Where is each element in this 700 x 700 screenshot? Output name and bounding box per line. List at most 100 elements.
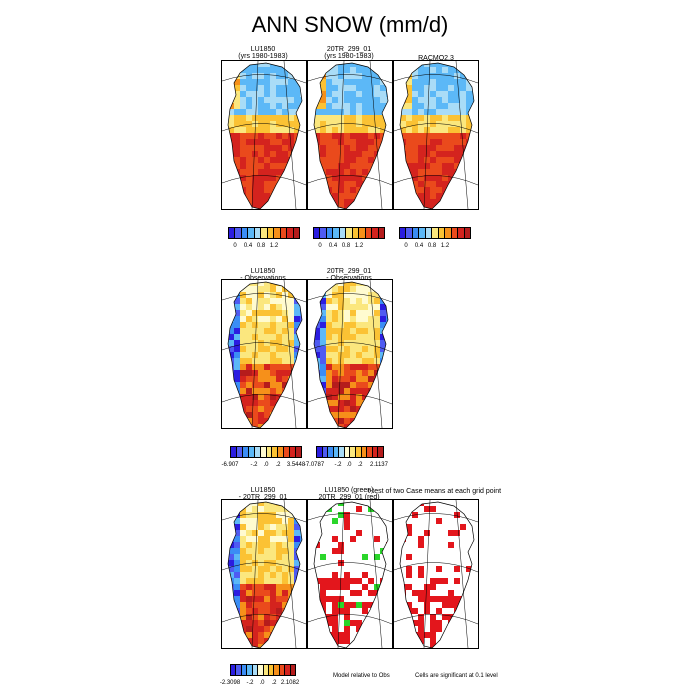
grid-cell — [294, 334, 300, 340]
grid-cell — [294, 542, 300, 548]
grid-cell — [222, 67, 228, 73]
grid-cell — [472, 121, 474, 127]
grid-cell — [294, 292, 300, 298]
grid-cell — [252, 63, 258, 67]
grid-cell — [418, 193, 424, 199]
grid-cell — [264, 133, 270, 139]
grid-cell — [294, 109, 300, 115]
grid-cell — [356, 157, 362, 163]
colorbar-swatch — [346, 228, 353, 238]
grid-cell — [252, 596, 258, 602]
grid-cell — [314, 328, 320, 334]
grid-cell — [240, 536, 246, 542]
grid-cell — [424, 103, 430, 109]
grid-cell — [332, 602, 338, 608]
grid-cell — [252, 364, 258, 370]
grid-cell — [300, 554, 302, 560]
grid-cell — [368, 163, 374, 169]
grid-cell — [344, 145, 350, 151]
panel-label-line2: - 20TR_299_01 — [238, 494, 288, 501]
grid-cell — [258, 127, 264, 133]
grid-cell — [234, 103, 240, 109]
grid-cell — [288, 103, 294, 109]
grid-cell — [442, 163, 448, 169]
grid-cell — [374, 187, 380, 193]
grid-cell — [282, 388, 288, 394]
grid-cell — [436, 103, 442, 109]
grid-cell — [288, 554, 294, 560]
grid-cell — [222, 602, 228, 608]
grid-cell — [252, 406, 258, 412]
grid-cell — [288, 199, 294, 205]
lat-line — [222, 123, 306, 134]
grid-cell — [228, 169, 234, 175]
grid-cell — [308, 578, 314, 584]
grid-cell — [436, 157, 442, 163]
grid-cell — [338, 67, 344, 73]
lat-line — [308, 614, 392, 625]
grid-cell — [430, 596, 436, 602]
grid-cell — [258, 79, 264, 85]
grid-cell — [332, 292, 338, 298]
map-significance-cases — [307, 499, 393, 649]
grid-cell — [282, 298, 288, 304]
colorbar-swatch — [326, 228, 334, 238]
grid-cell — [240, 418, 246, 424]
grid-cell — [454, 85, 460, 91]
lat-line — [308, 513, 392, 523]
grid-cell — [356, 316, 362, 322]
grid-cell — [252, 91, 258, 97]
map-canvas — [308, 280, 392, 428]
grid-cell — [222, 61, 228, 67]
grid-cell — [394, 61, 400, 67]
grid-cell — [258, 322, 264, 328]
grid-cell — [282, 115, 288, 121]
colorbar-swatch — [458, 228, 465, 238]
lat-line — [308, 342, 392, 353]
grid-cell — [264, 400, 270, 406]
grid-cell — [448, 187, 454, 193]
grid-cell — [276, 572, 282, 578]
grid-cell — [338, 286, 344, 292]
grid-cell — [234, 518, 240, 524]
grid-cell — [288, 181, 294, 187]
grid-cell — [338, 608, 344, 614]
grid-cell — [424, 109, 430, 115]
grid-cell — [222, 73, 228, 79]
grid-cell — [270, 199, 276, 205]
grid-cell — [240, 614, 246, 620]
grid-cell — [344, 572, 350, 578]
grid-cell — [326, 199, 332, 205]
grid-cell — [288, 400, 294, 406]
grid-cell — [258, 133, 264, 139]
lat-line — [222, 293, 306, 303]
grid-cell — [282, 602, 288, 608]
grid-cell — [350, 316, 356, 322]
grid-cell — [344, 614, 350, 620]
grid-cell — [386, 412, 388, 418]
grid-cell — [228, 548, 234, 554]
grid-cell — [276, 376, 282, 382]
grid-cell — [338, 632, 344, 638]
grid-cell — [356, 406, 362, 412]
grid-cell — [258, 85, 264, 91]
grid-cell — [258, 418, 264, 424]
grid-cell — [288, 536, 294, 542]
grid-cell — [326, 282, 332, 286]
grid-cell — [282, 157, 288, 163]
grid-cell — [374, 382, 380, 388]
grid-cell — [264, 340, 270, 346]
grid-cell — [350, 358, 356, 364]
grid-cell — [270, 187, 276, 193]
grid-cell — [350, 85, 356, 91]
grid-cell — [294, 340, 300, 346]
grid-cell — [460, 193, 466, 199]
grid-cell — [380, 282, 386, 286]
grid-cell — [356, 163, 362, 169]
grid-cell — [448, 133, 454, 139]
grid-cell — [362, 346, 368, 352]
grid-cell — [264, 542, 270, 548]
grid-cell — [338, 97, 344, 103]
grid-cell — [350, 370, 356, 376]
grid-cell — [406, 554, 412, 560]
